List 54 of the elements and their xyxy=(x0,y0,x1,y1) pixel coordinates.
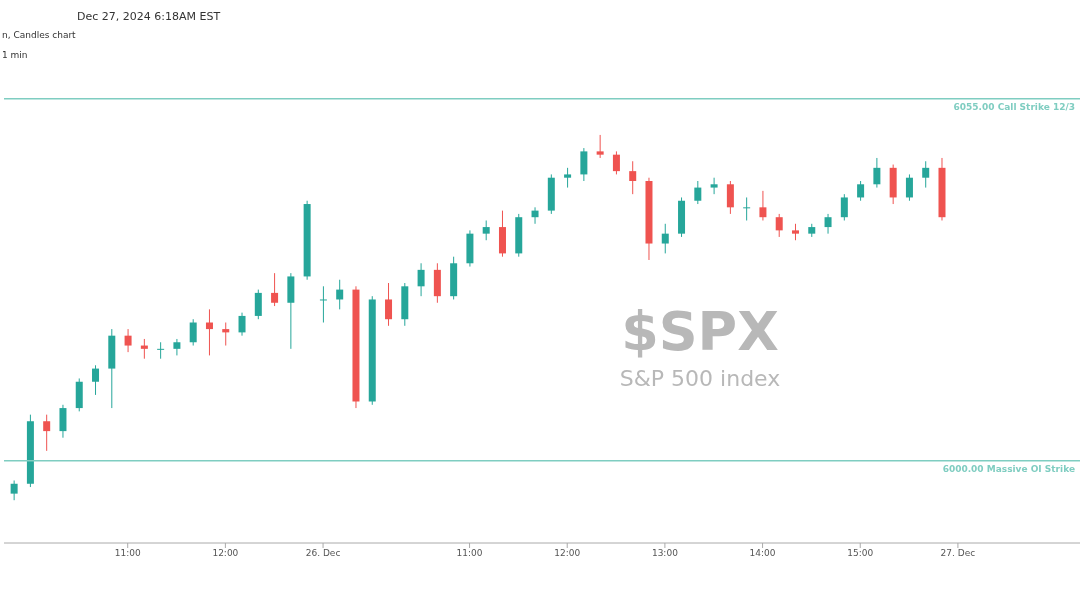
candlestick xyxy=(873,157,881,189)
candlestick xyxy=(775,213,783,238)
x-tick-label: 12:00 xyxy=(212,548,239,559)
candlestick xyxy=(629,160,637,195)
candlestick xyxy=(124,328,132,353)
candlestick xyxy=(319,285,327,324)
candlestick xyxy=(710,177,718,195)
candlestick xyxy=(271,272,279,307)
candlestick xyxy=(743,196,751,221)
x-tick-label: 27. Dec xyxy=(940,548,976,559)
candlestick xyxy=(205,308,213,356)
x-tick-label: 14:00 xyxy=(749,548,776,559)
candlestick xyxy=(140,338,148,360)
candlestick xyxy=(189,318,197,347)
text: $SPX xyxy=(620,300,780,363)
candlestick xyxy=(922,160,930,189)
x-tick-label: 13:00 xyxy=(651,548,679,559)
candlestick xyxy=(857,180,865,202)
x-tick-label: 11:00 xyxy=(456,548,483,559)
x-tick-label: 11:00 xyxy=(114,548,141,559)
candlestick xyxy=(905,173,913,202)
candlestick xyxy=(596,134,604,159)
candlestick xyxy=(824,213,832,235)
candlestick xyxy=(726,180,734,215)
candlestick xyxy=(661,223,669,254)
candlestick xyxy=(254,289,262,320)
candlestick xyxy=(580,147,588,182)
candlestick xyxy=(222,322,230,347)
candlestick xyxy=(10,479,18,501)
x-tick-label: 12:00 xyxy=(554,548,581,559)
x-tick-label: 15:00 xyxy=(847,548,874,559)
ref-line-label: 6055.00 Call Strike 12/3 xyxy=(953,102,1075,113)
candlestick xyxy=(157,341,165,360)
candlestick xyxy=(612,150,620,175)
candlestick xyxy=(238,312,246,337)
candlestick xyxy=(840,193,848,221)
candlestick xyxy=(417,262,425,297)
candlestick xyxy=(694,180,702,205)
annotation: n, Candles chart xyxy=(2,30,76,40)
annotation: Dec 27, 2024 6:18AM EST xyxy=(77,10,221,23)
candlestick xyxy=(92,364,100,396)
candlestick xyxy=(43,414,51,452)
candlestick xyxy=(482,219,490,241)
candlestick xyxy=(564,167,572,189)
candlestick xyxy=(531,206,539,225)
annotation: 1 min xyxy=(2,50,28,60)
text: S&P 500 index xyxy=(618,366,782,391)
x-tick-label: 26. Dec xyxy=(305,548,341,559)
candlestick xyxy=(759,190,767,221)
candlestick xyxy=(385,282,393,327)
candlestick xyxy=(336,279,344,310)
ref-line-label: 6000.00 Massive OI Strike xyxy=(942,464,1075,475)
candlestick xyxy=(59,404,67,439)
candlestick xyxy=(173,338,181,356)
